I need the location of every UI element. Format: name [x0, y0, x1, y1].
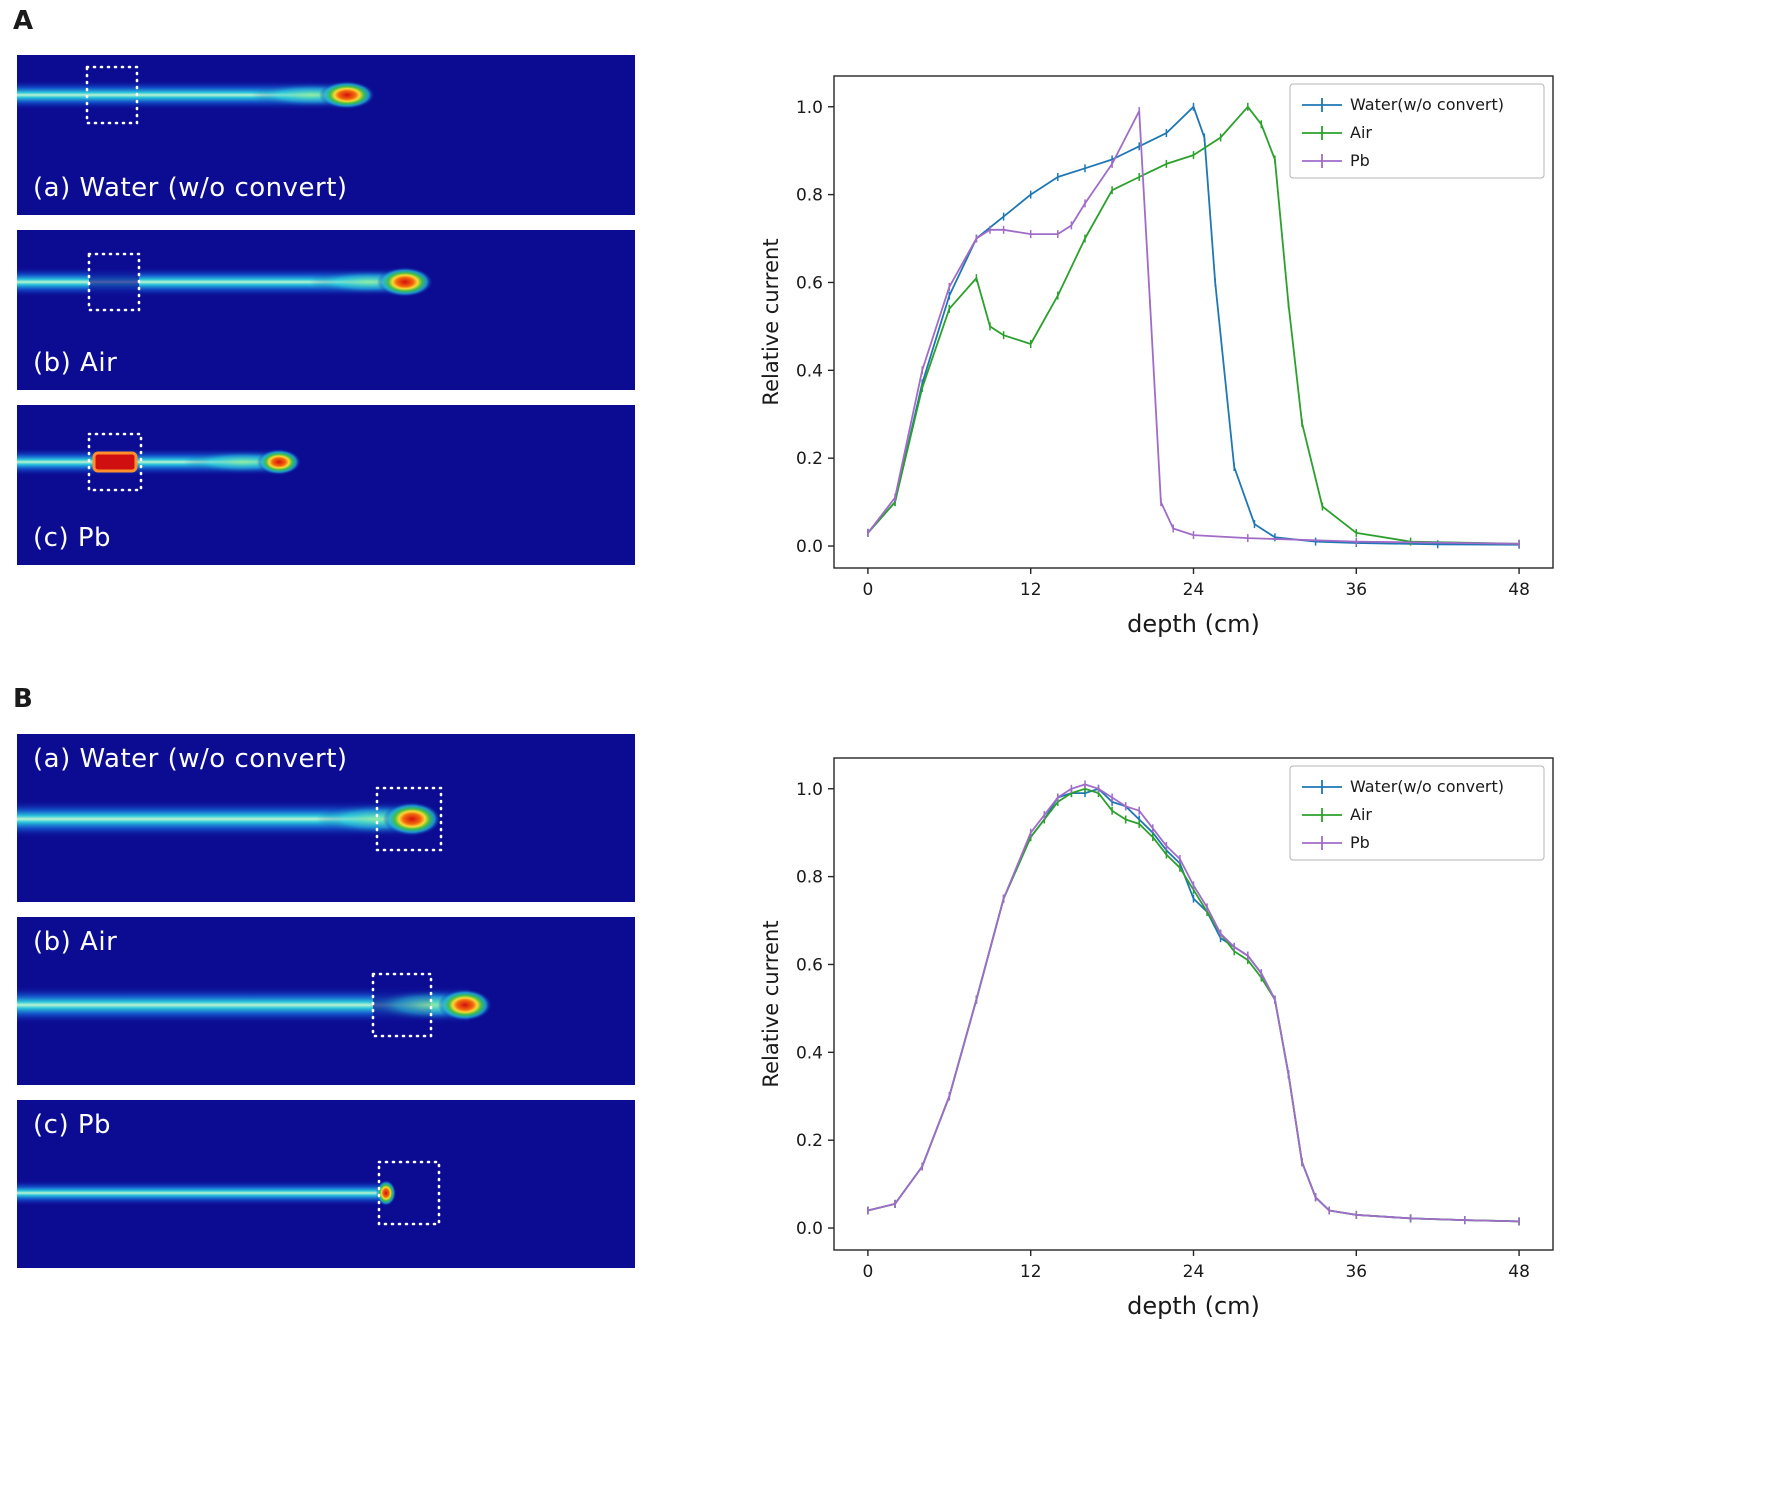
svg-text:Water(w/o convert): Water(w/o convert): [1350, 95, 1504, 114]
beam-image-a-water: (a) Water (w/o convert): [17, 55, 635, 215]
depth-dose-chart-a: 0 12 24 36 48 0.0 0.2 0.4 0.6 0.8 1.0 depth (cm) Rel…: [759, 75, 1554, 638]
svg-text:1.0: 1.0: [796, 780, 823, 800]
svg-text:24: 24: [1183, 580, 1205, 600]
dose-map-a-pb: [17, 405, 635, 565]
svg-text:12: 12: [1020, 580, 1042, 600]
svg-text:0.6: 0.6: [796, 955, 823, 975]
svg-text:Pb: Pb: [1350, 833, 1370, 852]
svg-text:0.8: 0.8: [796, 868, 823, 888]
beam-caption-b-water: (a) Water (w/o convert): [33, 744, 348, 774]
beam-image-b-pb: (c) Pb: [17, 1100, 635, 1268]
svg-text:Relative current: Relative current: [759, 920, 783, 1087]
beam-caption-a-air: (b) Air: [33, 348, 118, 378]
panel-b-label: B: [13, 684, 33, 714]
svg-text:depth (cm): depth (cm): [1127, 1292, 1260, 1320]
svg-text:0: 0: [863, 1262, 874, 1282]
svg-text:0.6: 0.6: [796, 273, 823, 293]
dose-map-a-water: [17, 55, 635, 215]
beam-caption-a-pb: (c) Pb: [33, 523, 112, 553]
panel-b: B (a) Water (w/o convert): [0, 678, 1772, 1498]
dose-map-b-pb: [17, 1100, 635, 1268]
dose-map-a-air: [17, 230, 635, 390]
svg-text:12: 12: [1020, 1262, 1042, 1282]
svg-text:0.2: 0.2: [796, 449, 823, 469]
dose-map-b-air: [17, 917, 635, 1085]
svg-text:0.2: 0.2: [796, 1131, 823, 1151]
beam-image-b-water: (a) Water (w/o convert): [17, 734, 635, 902]
svg-text:0.0: 0.0: [796, 537, 823, 557]
svg-text:0.8: 0.8: [796, 186, 823, 206]
svg-text:Air: Air: [1350, 123, 1372, 142]
svg-text:0.4: 0.4: [796, 1043, 823, 1063]
svg-text:36: 36: [1345, 580, 1367, 600]
svg-text:Relative current: Relative current: [759, 238, 783, 405]
svg-text:48: 48: [1508, 1262, 1530, 1282]
svg-text:1.0: 1.0: [796, 98, 823, 118]
svg-text:48: 48: [1508, 580, 1530, 600]
svg-text:0.0: 0.0: [796, 1219, 823, 1239]
beam-image-b-air: (b) Air: [17, 917, 635, 1085]
beam-caption-b-pb: (c) Pb: [33, 1110, 112, 1140]
panel-a-label: A: [13, 6, 34, 36]
dose-map-b-water: [17, 734, 635, 902]
svg-text:0.4: 0.4: [796, 361, 823, 381]
svg-text:0: 0: [863, 580, 874, 600]
svg-text:Air: Air: [1350, 805, 1372, 824]
svg-text:36: 36: [1345, 1262, 1367, 1282]
beam-image-a-pb: (c) Pb: [17, 405, 635, 565]
beam-caption-a-water: (a) Water (w/o convert): [33, 173, 348, 203]
svg-text:depth (cm): depth (cm): [1127, 610, 1260, 638]
svg-text:Water(w/o convert): Water(w/o convert): [1350, 777, 1504, 796]
depth-dose-chart-b: 0 12 24 36 48 0.0 0.2 0.4 0.6 0.8 1.0 depth (cm) Rel…: [759, 757, 1554, 1320]
beam-image-a-air: (b) Air: [17, 230, 635, 390]
svg-text:24: 24: [1183, 1262, 1205, 1282]
svg-text:Pb: Pb: [1350, 151, 1370, 170]
beam-caption-b-air: (b) Air: [33, 927, 118, 957]
panel-a: A (a) Water (w/o convert): [0, 0, 1772, 678]
